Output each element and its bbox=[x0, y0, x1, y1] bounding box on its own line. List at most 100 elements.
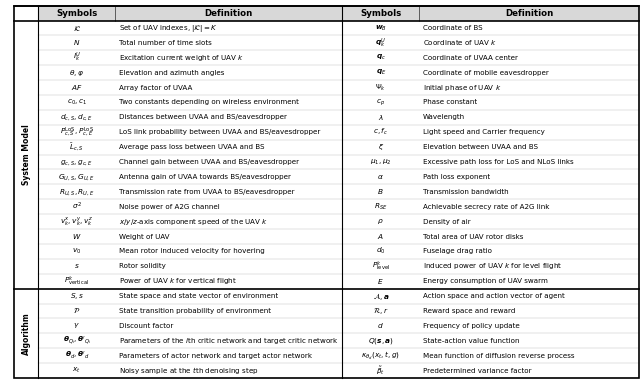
Text: $s$: $s$ bbox=[74, 262, 79, 270]
Text: Energy consumption of UAV swarm: Energy consumption of UAV swarm bbox=[423, 278, 548, 284]
Text: $I_k^U$: $I_k^U$ bbox=[73, 51, 81, 64]
Text: Symbols: Symbols bbox=[56, 9, 97, 18]
Text: Parameters of the $i$th critic network and target critic network: Parameters of the $i$th critic network a… bbox=[119, 336, 339, 346]
Text: Predetermined variance factor: Predetermined variance factor bbox=[423, 368, 532, 373]
Text: $c, f_c$: $c, f_c$ bbox=[373, 127, 388, 138]
Text: $\alpha$: $\alpha$ bbox=[378, 173, 384, 181]
Text: $N$: $N$ bbox=[73, 38, 81, 48]
Bar bbox=[419, 6, 639, 21]
Text: $R_{SE}$: $R_{SE}$ bbox=[374, 202, 388, 212]
Text: Light speed and Carrier frequency: Light speed and Carrier frequency bbox=[423, 129, 545, 135]
Text: $W$: $W$ bbox=[72, 232, 81, 241]
Text: $\lambda$: $\lambda$ bbox=[378, 113, 384, 122]
Text: Transmission rate from UVAA to BS/eavesdropper: Transmission rate from UVAA to BS/eavesd… bbox=[119, 189, 294, 195]
Text: Frequency of policy update: Frequency of policy update bbox=[423, 323, 520, 329]
Text: Elevation and azimuth angles: Elevation and azimuth angles bbox=[119, 70, 225, 76]
Text: $\boldsymbol{\theta}_{Q_i}, \boldsymbol{\theta}'_{Q_i}$: $\boldsymbol{\theta}_{Q_i}, \boldsymbol{… bbox=[63, 335, 91, 347]
Text: Coordinate of UVAA center: Coordinate of UVAA center bbox=[423, 55, 518, 61]
Text: Definition: Definition bbox=[205, 9, 253, 18]
Text: Reward space and reward: Reward space and reward bbox=[423, 308, 515, 314]
Text: Symbols: Symbols bbox=[360, 9, 401, 18]
Text: State space and state vector of environment: State space and state vector of environm… bbox=[119, 293, 278, 299]
Text: $\boldsymbol{q}_E$: $\boldsymbol{q}_E$ bbox=[376, 68, 386, 77]
Text: Excitation current weight of UAV $k$: Excitation current weight of UAV $k$ bbox=[119, 53, 244, 63]
Text: $G_{U,S}, G_{U,E}$: $G_{U,S}, G_{U,E}$ bbox=[58, 172, 95, 182]
Text: $\rho$: $\rho$ bbox=[378, 217, 384, 226]
Text: Average pass loss between UVAA and BS: Average pass loss between UVAA and BS bbox=[119, 144, 264, 150]
Text: $v_k^x, v_k^y, v_k^z$: $v_k^x, v_k^y, v_k^z$ bbox=[60, 215, 93, 228]
Bar bbox=[38, 6, 115, 21]
Text: Path loss exponent: Path loss exponent bbox=[423, 174, 490, 180]
Bar bbox=[115, 6, 342, 21]
Text: Phase constant: Phase constant bbox=[423, 99, 477, 106]
Text: State-action value function: State-action value function bbox=[423, 338, 520, 344]
Text: $E$: $E$ bbox=[378, 277, 384, 286]
Text: Elevation between UVAA and BS: Elevation between UVAA and BS bbox=[423, 144, 538, 150]
Text: $P_{c,S}^{\mathrm{LoS}}, P_{c,E}^{\mathrm{LoS}}$: $P_{c,S}^{\mathrm{LoS}}, P_{c,E}^{\mathr… bbox=[60, 126, 94, 139]
Text: $P_{\mathrm{level}}^k$: $P_{\mathrm{level}}^k$ bbox=[372, 259, 390, 273]
Text: $\boldsymbol{\theta}_d, \boldsymbol{\theta}'_d$: $\boldsymbol{\theta}_d, \boldsymbol{\the… bbox=[65, 350, 89, 361]
Text: Set of UAV indexes, $|\mathcal{K}| = K$: Set of UAV indexes, $|\mathcal{K}| = K$ bbox=[119, 22, 218, 34]
Text: Weight of UAV: Weight of UAV bbox=[119, 234, 170, 240]
Text: Initial phase of UAV $k$: Initial phase of UAV $k$ bbox=[423, 83, 502, 93]
Text: $A$: $A$ bbox=[378, 232, 384, 241]
Text: $\Psi_k$: $\Psi_k$ bbox=[375, 83, 387, 93]
Text: $\mu_1, \mu_2$: $\mu_1, \mu_2$ bbox=[370, 157, 392, 166]
Text: $x$/$y$/$z$-axis component speed of the UAV $k$: $x$/$y$/$z$-axis component speed of the … bbox=[119, 217, 268, 227]
Text: $B$: $B$ bbox=[378, 187, 384, 196]
Text: $\gamma$: $\gamma$ bbox=[74, 321, 80, 330]
Text: Antenna gain of UVAA towards BS/eavesdropper: Antenna gain of UVAA towards BS/eavesdro… bbox=[119, 174, 291, 180]
Text: $\bar{L}_{c,S}$: $\bar{L}_{c,S}$ bbox=[69, 141, 84, 153]
Text: Power of UAV $k$ for vertical flight: Power of UAV $k$ for vertical flight bbox=[119, 276, 237, 286]
Text: Discount factor: Discount factor bbox=[119, 323, 173, 329]
Text: $\boldsymbol{w}_B$: $\boldsymbol{w}_B$ bbox=[375, 24, 387, 33]
Text: LoS link probability between UVAA and BS/eavesdropper: LoS link probability between UVAA and BS… bbox=[119, 129, 321, 135]
Text: Total area of UAV rotor disks: Total area of UAV rotor disks bbox=[423, 234, 524, 240]
Text: $\mathcal{A}, \boldsymbol{a}$: $\mathcal{A}, \boldsymbol{a}$ bbox=[372, 291, 389, 301]
Text: Rotor solidity: Rotor solidity bbox=[119, 263, 166, 269]
Text: $AF$: $AF$ bbox=[71, 83, 83, 92]
Text: Noisy sample at the $t$th denoising step: Noisy sample at the $t$th denoising step bbox=[119, 365, 259, 376]
Text: Coordinate of UAV $k$: Coordinate of UAV $k$ bbox=[423, 38, 497, 48]
Text: $x_t$: $x_t$ bbox=[72, 366, 81, 375]
Text: State transition probability of environment: State transition probability of environm… bbox=[119, 308, 271, 314]
Text: $P_{\mathrm{vertical}}^k$: $P_{\mathrm{vertical}}^k$ bbox=[64, 275, 90, 288]
Text: $\boldsymbol{q}_c$: $\boldsymbol{q}_c$ bbox=[376, 53, 386, 62]
Text: $\mathcal{P}$: $\mathcal{P}$ bbox=[73, 306, 81, 315]
Text: Action space and action vector of agent: Action space and action vector of agent bbox=[423, 293, 564, 299]
Text: $c_p$: $c_p$ bbox=[376, 97, 385, 108]
Text: Coordinate of mobile eavesdropper: Coordinate of mobile eavesdropper bbox=[423, 70, 549, 76]
Text: $\xi$: $\xi$ bbox=[378, 142, 384, 152]
Text: Wavelength: Wavelength bbox=[423, 114, 465, 120]
Text: Induced power of UAV $k$ for level flight: Induced power of UAV $k$ for level fligh… bbox=[423, 261, 562, 271]
Text: $\tilde{\beta}_t$: $\tilde{\beta}_t$ bbox=[376, 364, 385, 377]
Text: $d_{c,S}, d_{c,E}$: $d_{c,S}, d_{c,E}$ bbox=[60, 112, 93, 122]
Text: $S, s$: $S, s$ bbox=[70, 291, 84, 301]
Text: $c_0, c_1$: $c_0, c_1$ bbox=[67, 98, 87, 107]
Text: $\mathcal{K}$: $\mathcal{K}$ bbox=[73, 24, 81, 32]
Text: Two constants depending on wireless environment: Two constants depending on wireless envi… bbox=[119, 99, 299, 106]
Text: $\theta, \varphi$: $\theta, \varphi$ bbox=[69, 68, 84, 78]
Text: Array factor of UVAA: Array factor of UVAA bbox=[119, 85, 193, 91]
Text: Fuselage drag ratio: Fuselage drag ratio bbox=[423, 248, 492, 255]
Text: $\kappa_{\theta_d}(x_t, t, g)$: $\kappa_{\theta_d}(x_t, t, g)$ bbox=[362, 350, 400, 362]
Text: $v_0$: $v_0$ bbox=[72, 247, 81, 256]
Text: System Model: System Model bbox=[22, 124, 31, 185]
Text: $R_{U,S}, R_{U,E}$: $R_{U,S}, R_{U,E}$ bbox=[59, 187, 95, 197]
Text: $g_{c,S}, g_{c,E}$: $g_{c,S}, g_{c,E}$ bbox=[60, 158, 93, 166]
Bar bbox=[342, 6, 419, 21]
Text: $d_0$: $d_0$ bbox=[376, 246, 386, 256]
Text: Density of air: Density of air bbox=[423, 219, 471, 225]
Text: $\sigma^2$: $\sigma^2$ bbox=[72, 201, 82, 212]
Text: Parameters of actor network and target actor network: Parameters of actor network and target a… bbox=[119, 353, 312, 359]
Text: Total number of time slots: Total number of time slots bbox=[119, 40, 212, 46]
Text: Mean rotor induced velocity for hovering: Mean rotor induced velocity for hovering bbox=[119, 248, 265, 255]
Text: $d$: $d$ bbox=[378, 321, 384, 330]
Text: $\mathcal{R}, r$: $\mathcal{R}, r$ bbox=[373, 306, 388, 316]
Text: Definition: Definition bbox=[505, 9, 553, 18]
Text: Transmission bandwidth: Transmission bandwidth bbox=[423, 189, 509, 195]
Text: Mean function of diffusion reverse process: Mean function of diffusion reverse proce… bbox=[423, 353, 575, 359]
Text: Channel gain between UVAA and BS/eavesdropper: Channel gain between UVAA and BS/eavesdr… bbox=[119, 159, 299, 165]
Text: $\boldsymbol{q}_k^U$: $\boldsymbol{q}_k^U$ bbox=[375, 36, 387, 50]
Text: Excessive path loss for LoS and NLoS links: Excessive path loss for LoS and NLoS lin… bbox=[423, 159, 573, 165]
